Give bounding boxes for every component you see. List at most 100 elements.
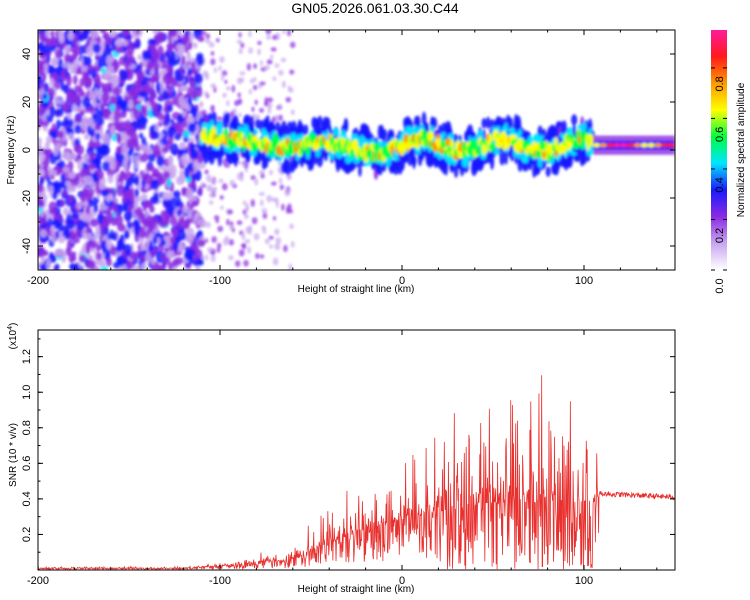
spectrogram-cell bbox=[205, 33, 211, 40]
spectrogram-cell bbox=[474, 146, 482, 156]
y-tick-label: 0.8 bbox=[21, 420, 33, 435]
spectrogram-cell bbox=[243, 213, 249, 220]
spectrogram-cell bbox=[126, 138, 132, 149]
y-tick-label: 0 bbox=[21, 147, 33, 153]
spectrogram-cell bbox=[260, 173, 265, 179]
spectrogram-cell bbox=[105, 43, 111, 54]
spectrogram-cell bbox=[166, 104, 173, 113]
spectrogram-cell bbox=[208, 192, 214, 198]
spectrogram-cell bbox=[253, 128, 258, 136]
spectrogram-cell bbox=[140, 104, 147, 114]
spectrogram-cell bbox=[193, 30, 203, 34]
spectrogram-cell bbox=[134, 226, 139, 238]
spectrogram-cell bbox=[140, 193, 148, 201]
spectrogram-cell bbox=[48, 166, 53, 177]
spectrogram-cell bbox=[55, 119, 62, 130]
spectrogram-cell bbox=[190, 200, 199, 207]
spectrogram-cell bbox=[105, 64, 114, 75]
spectrogram-cell bbox=[207, 246, 214, 253]
spectrogram-cell bbox=[293, 158, 299, 169]
spectrogram-cell bbox=[50, 225, 56, 237]
spectrogram-cell bbox=[85, 233, 93, 241]
spectrogram-cell bbox=[73, 59, 80, 69]
spectrogram-cell bbox=[254, 99, 258, 105]
spectrogram-cell bbox=[535, 134, 541, 144]
spectrogram-cell bbox=[162, 90, 169, 101]
spectrogram-cell bbox=[142, 51, 151, 61]
spectrogram-cell bbox=[188, 122, 197, 133]
spectrogram-cell bbox=[161, 191, 171, 201]
spectrogram-cell bbox=[237, 92, 241, 98]
spectrogram-cell bbox=[112, 87, 121, 96]
spectrogram-cell bbox=[65, 152, 71, 162]
spectrogram-cell bbox=[199, 101, 204, 108]
spectrogram-cell bbox=[38, 117, 44, 128]
spectrogram-cell bbox=[213, 67, 218, 73]
spectrogram-cell bbox=[86, 188, 95, 198]
spectrogram-cell bbox=[62, 166, 70, 174]
spectrogram-cell bbox=[97, 59, 107, 68]
spectrogram-cell bbox=[250, 175, 256, 181]
spectrogram-cell bbox=[517, 157, 523, 172]
spectrogram-cell bbox=[242, 209, 247, 216]
spectrogram-cell bbox=[76, 219, 85, 231]
spectrogram-cell bbox=[264, 96, 269, 105]
spectrogram-cell bbox=[170, 30, 178, 37]
tone-cell bbox=[654, 143, 662, 148]
tone-cell bbox=[599, 143, 607, 148]
spectrogram-cell bbox=[219, 55, 225, 63]
spectrogram-cell bbox=[119, 99, 129, 108]
spectrogram-ylabel: Frequency (Hz) bbox=[6, 116, 17, 185]
spectrogram-cell bbox=[489, 154, 495, 170]
spectrogram-cell bbox=[166, 177, 172, 188]
spectrogram-cell bbox=[66, 219, 76, 230]
spectrogram-cell bbox=[193, 42, 198, 49]
x-tick-label: -100 bbox=[209, 575, 231, 587]
spectrogram-cell bbox=[504, 149, 509, 165]
spectrogram-cell bbox=[38, 151, 46, 163]
spectrogram-cell bbox=[515, 115, 522, 130]
spectrogram-cell bbox=[48, 37, 58, 47]
spectrogram-cell bbox=[205, 254, 209, 261]
spectrogram-cell bbox=[272, 133, 279, 146]
spectrogram-cell bbox=[150, 195, 160, 205]
spectrogram-cell bbox=[147, 62, 153, 72]
spectrogram-cell bbox=[82, 30, 89, 40]
spectrogram-cell bbox=[230, 110, 235, 118]
spectrogram-cell bbox=[247, 246, 252, 254]
spectrogram-cell bbox=[210, 254, 216, 262]
spectrogram-cell bbox=[181, 55, 186, 65]
spectrogram-cell bbox=[287, 85, 291, 92]
spectrogram-cell bbox=[120, 69, 129, 81]
spectrogram-cell bbox=[222, 92, 227, 98]
spectrogram-cell bbox=[189, 142, 195, 154]
spectrogram-cell bbox=[100, 82, 105, 89]
spectrogram-cell bbox=[49, 130, 57, 138]
spectrogram-cell bbox=[187, 211, 193, 219]
spectrogram-cell bbox=[268, 235, 274, 240]
spectrogram-cell bbox=[38, 32, 45, 41]
spectrogram-cell bbox=[506, 117, 514, 130]
spectrogram-cell bbox=[222, 158, 228, 166]
spectrogram-cell bbox=[177, 149, 184, 157]
spectrogram-cell bbox=[171, 90, 177, 98]
spectrogram-cell bbox=[110, 216, 118, 227]
spectrogram-cell bbox=[86, 44, 95, 57]
spectrogram-cell bbox=[118, 111, 127, 119]
spectrogram-cell bbox=[186, 51, 191, 63]
spectrogram-cell bbox=[288, 263, 293, 270]
spectrogram-cell bbox=[177, 219, 187, 231]
spectrogram-cell bbox=[65, 247, 72, 256]
spectrogram-cell bbox=[87, 163, 97, 170]
spectrogram-cell bbox=[248, 88, 253, 95]
spectrogram-cell bbox=[220, 73, 225, 82]
spectrogram-cell bbox=[101, 108, 110, 115]
spectrogram-cell bbox=[79, 77, 85, 87]
spectrogram-cell bbox=[186, 188, 194, 199]
spectrogram-cell bbox=[138, 226, 146, 239]
spectrogram-cell bbox=[266, 195, 272, 203]
spectrogram-cell bbox=[210, 178, 216, 186]
spectrogram-cell bbox=[219, 195, 224, 200]
spectrogram-cell bbox=[38, 43, 45, 51]
spectrogram-cell bbox=[141, 136, 147, 146]
